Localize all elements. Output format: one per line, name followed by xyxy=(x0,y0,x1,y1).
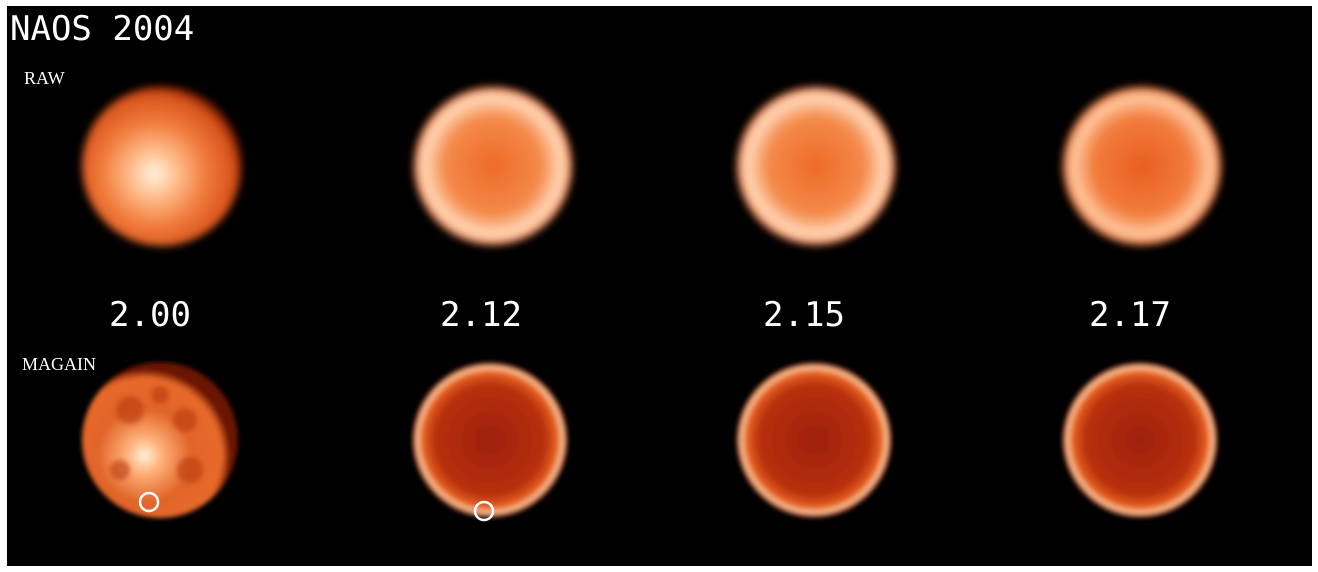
surface-feature xyxy=(173,408,197,432)
wavelength-label: 2.17 xyxy=(1089,295,1171,335)
image: NAOS 2004 RAW MAGAIN 2.00 2.12 2.15 2.17 xyxy=(0,0,1318,572)
wavelength-label: 2.12 xyxy=(440,295,522,335)
deconvolved-disk xyxy=(82,362,238,518)
wavelength-label: 2.15 xyxy=(763,295,845,335)
page: NAOS 2004 RAW MAGAIN 2.002.122.152.17 ((… xyxy=(0,0,1318,572)
title: NAOS 2004 xyxy=(10,9,194,49)
deconvolved-disk xyxy=(412,362,568,518)
surface-feature xyxy=(110,460,130,480)
surface-feature xyxy=(151,386,169,404)
row-label: RAW xyxy=(24,68,65,88)
row-label: MAGAIN xyxy=(22,354,96,374)
raw-disk xyxy=(1062,86,1222,246)
deconvolved-disk xyxy=(736,362,892,518)
deconvolved-disk xyxy=(1062,362,1218,518)
wavelength-label: 2.00 xyxy=(109,295,191,335)
surface-feature xyxy=(116,396,144,424)
raw-disk xyxy=(413,86,573,246)
surface-feature xyxy=(177,457,203,483)
raw-disk xyxy=(82,86,242,246)
raw-disk xyxy=(736,86,896,246)
